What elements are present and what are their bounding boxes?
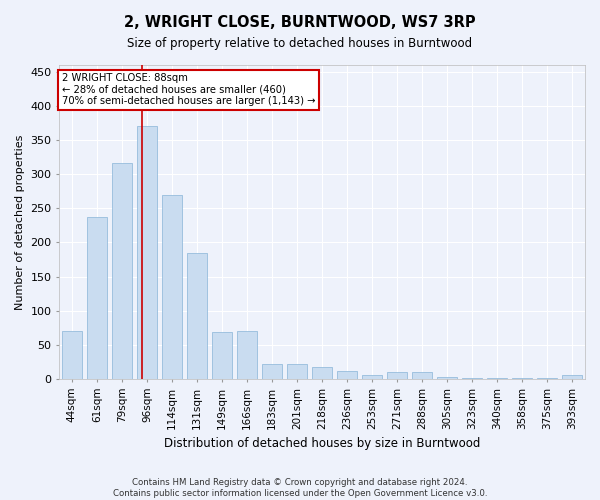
Bar — [312, 368, 332, 379]
Bar — [562, 376, 583, 379]
Text: 2 WRIGHT CLOSE: 88sqm
← 28% of detached houses are smaller (460)
70% of semi-det: 2 WRIGHT CLOSE: 88sqm ← 28% of detached … — [62, 73, 316, 106]
Bar — [538, 378, 557, 379]
Text: Size of property relative to detached houses in Burntwood: Size of property relative to detached ho… — [127, 38, 473, 51]
Bar — [112, 162, 132, 379]
Bar — [237, 331, 257, 379]
Bar — [162, 194, 182, 379]
Bar — [512, 378, 532, 379]
Bar — [387, 372, 407, 379]
Text: Contains HM Land Registry data © Crown copyright and database right 2024.
Contai: Contains HM Land Registry data © Crown c… — [113, 478, 487, 498]
X-axis label: Distribution of detached houses by size in Burntwood: Distribution of detached houses by size … — [164, 437, 481, 450]
Bar — [487, 378, 508, 379]
Y-axis label: Number of detached properties: Number of detached properties — [15, 134, 25, 310]
Bar — [62, 331, 82, 379]
Bar — [287, 364, 307, 379]
Bar — [437, 377, 457, 379]
Bar — [412, 372, 433, 379]
Bar — [212, 332, 232, 379]
Bar — [262, 364, 282, 379]
Bar — [362, 375, 382, 379]
Text: 2, WRIGHT CLOSE, BURNTWOOD, WS7 3RP: 2, WRIGHT CLOSE, BURNTWOOD, WS7 3RP — [124, 15, 476, 30]
Bar — [137, 126, 157, 379]
Bar — [187, 252, 207, 379]
Bar — [337, 372, 357, 379]
Bar — [87, 217, 107, 379]
Bar — [463, 378, 482, 379]
